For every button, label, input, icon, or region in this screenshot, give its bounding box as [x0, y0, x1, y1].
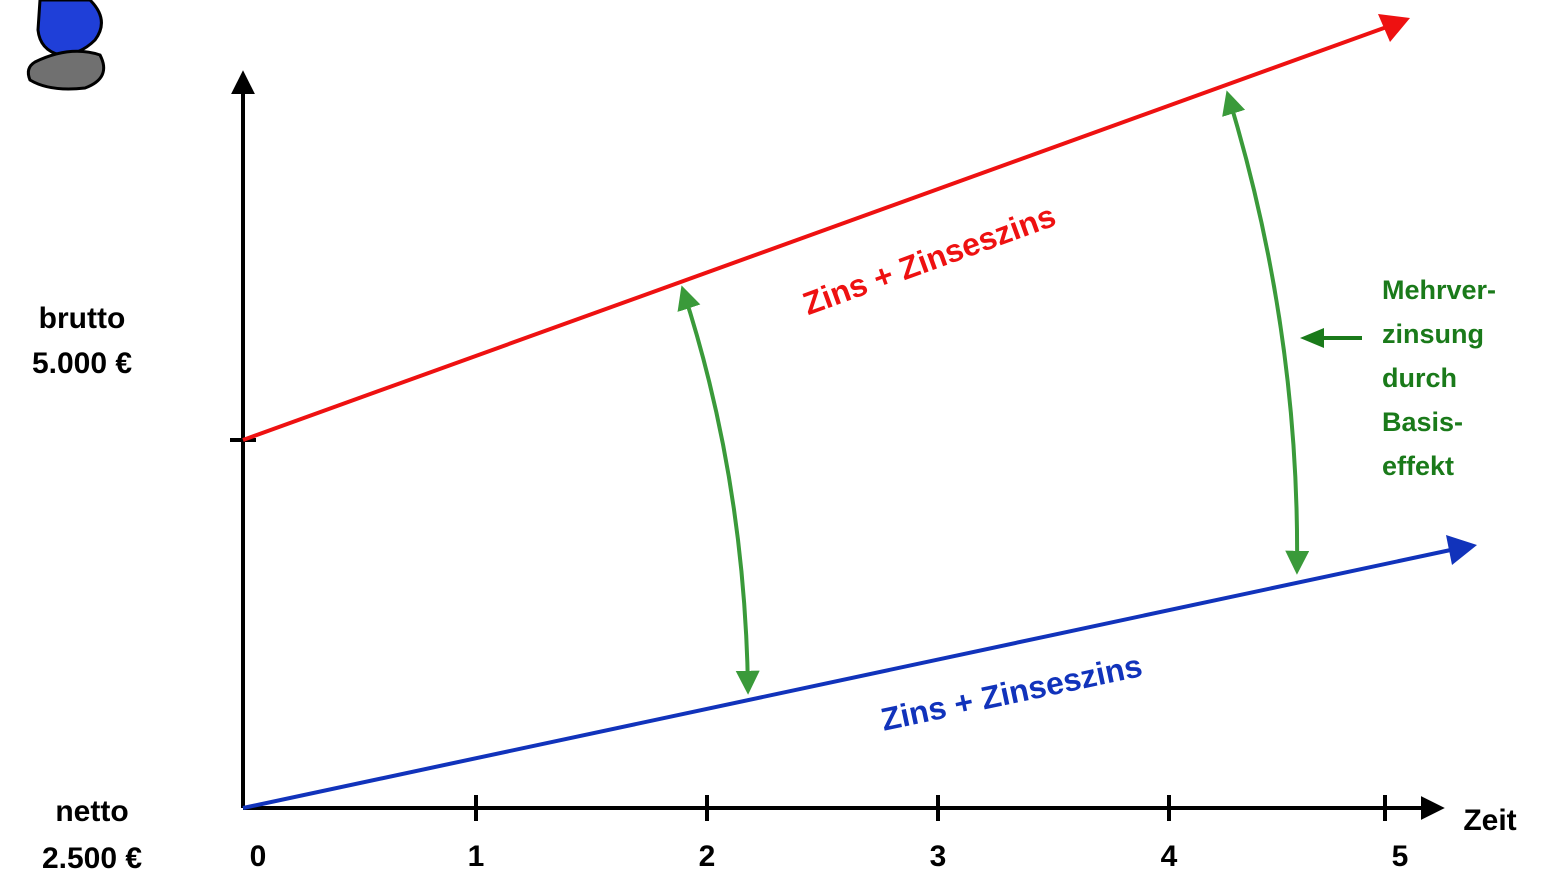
- cartoon: [26, 0, 106, 91]
- pointer-arrow-head: [1300, 328, 1324, 348]
- arrow-head: [1446, 535, 1477, 565]
- annotation: Mehrver-zinsung durch Basis-effekt: [1382, 275, 1496, 481]
- difference-arrow: [1222, 90, 1310, 575]
- arrow-head: [1378, 14, 1410, 42]
- x-tick-label: 2: [699, 840, 716, 873]
- y-label: 2.500 €: [42, 842, 142, 875]
- annotation-line: durch: [1382, 363, 1457, 393]
- difference-arrow: [677, 285, 760, 695]
- x-axis-label: Zeit: [1463, 804, 1516, 837]
- annotation-line: effekt: [1382, 451, 1454, 481]
- brutto-line: [242, 22, 1396, 442]
- x-tick-label: 3: [930, 840, 947, 873]
- y-label: netto: [55, 795, 128, 828]
- y-label: 5.000 €: [32, 347, 132, 380]
- x-tick-label: 5: [1392, 840, 1409, 873]
- annotation-line: Basis-: [1382, 407, 1463, 437]
- annotation-line: zinsung: [1382, 319, 1484, 349]
- annotation-line: Mehrver-: [1382, 275, 1496, 305]
- x-tick-label: 1: [468, 840, 485, 873]
- line-label: Zins + Zinseszins: [798, 197, 1060, 322]
- x-tick-label: 4: [1161, 840, 1178, 873]
- x-ticks: 0 1 2 3 4 5: [250, 795, 1409, 873]
- x-tick-label: 0: [250, 840, 267, 873]
- line-label: Zins + Zinseszins: [878, 647, 1146, 737]
- y-label: brutto: [39, 302, 126, 335]
- netto-line: [242, 546, 1461, 810]
